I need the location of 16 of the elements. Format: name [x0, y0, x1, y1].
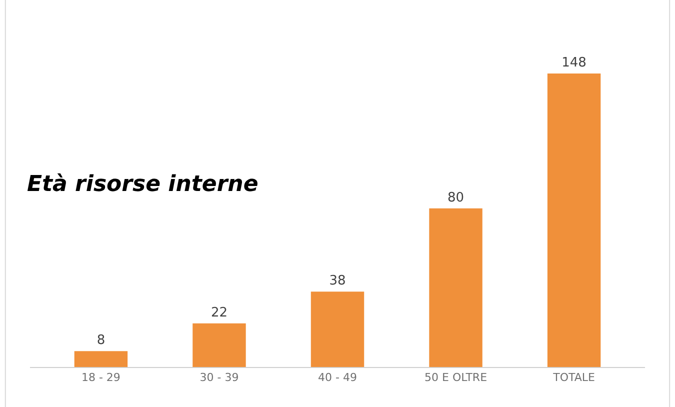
bar	[192, 323, 246, 367]
data-label: 22	[210, 305, 228, 320]
x-tick-label: TOTALE	[552, 371, 596, 384]
data-label: 80	[447, 190, 464, 206]
bar	[310, 292, 364, 367]
bar	[74, 351, 128, 367]
text: Età risorse interne	[27, 172, 258, 197]
x-tick-label: 40 - 49	[318, 371, 357, 384]
x-tick-label: 18 - 29	[81, 371, 120, 384]
x-tick-label: 50 E OLTRE	[424, 371, 488, 384]
data-label: 38	[329, 274, 346, 289]
bar	[547, 73, 601, 367]
data-label: 148	[562, 55, 586, 70]
data-label: 8	[96, 333, 106, 348]
bar	[429, 208, 482, 367]
x-tick-label: 30 - 39	[200, 371, 239, 384]
